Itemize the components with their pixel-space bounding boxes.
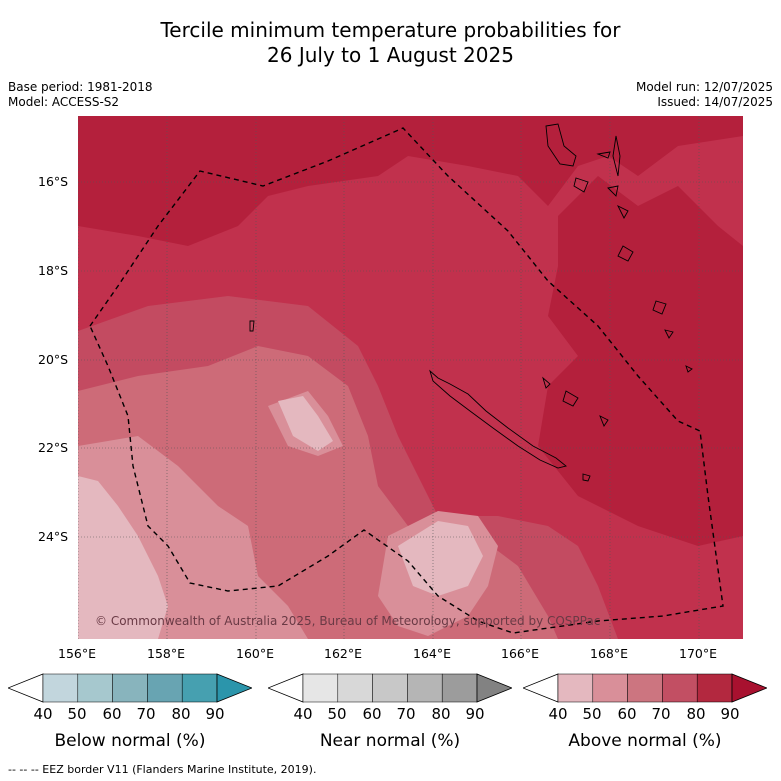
meta-right: Model run: 12/07/2025 Issued: 14/07/2025: [636, 80, 773, 110]
probability-map: [78, 116, 743, 639]
lat-label-20: 20°S: [38, 352, 69, 367]
lon-label-160: 160°E: [236, 646, 275, 661]
legend-label-below: Below normal (%): [54, 731, 206, 751]
band-40-50-west: [78, 476, 168, 639]
small-islands: [249, 300, 693, 482]
model-run-text: Model run: 12/07/2025: [635, 80, 773, 94]
colorbar-lower-arrow: [268, 673, 304, 703]
tick-label: 50: [582, 705, 602, 723]
new-caledonia-coast: [429, 369, 567, 469]
tick-label: 70: [396, 705, 416, 723]
tick-label: 70: [136, 705, 156, 723]
lon-label-168: 168°E: [590, 646, 629, 661]
eez-border: [89, 127, 724, 634]
band-40-50-center: [278, 396, 333, 451]
lon-label-156: 156°E: [58, 646, 97, 661]
tick-label: 40: [548, 705, 568, 723]
legend-label-near: Near normal (%): [319, 731, 461, 751]
colorbar-segment: [696, 673, 733, 703]
colorbar-segment: [337, 673, 373, 703]
colorbar-segment: [147, 673, 183, 703]
coastlines: [249, 123, 693, 482]
band-80-90-east: [538, 176, 743, 546]
colorbar-above: [523, 673, 767, 703]
lon-label-170: 170°E: [679, 646, 718, 661]
meta-left: Base period: 1981-2018 Model: ACCESS-S2: [8, 80, 153, 110]
colorbar-segment: [627, 673, 663, 703]
colorbar-segment: [42, 673, 79, 703]
lon-label-158: 158°E: [147, 646, 186, 661]
issued-text: Issued: 14/07/2025: [657, 95, 773, 109]
colorbar-segment: [557, 673, 594, 703]
lat-label-22: 22°S: [38, 440, 69, 455]
band-40-50-south: [398, 521, 483, 596]
tick-label: 50: [67, 705, 87, 723]
tick-label: 80: [171, 705, 191, 723]
copyright-credit: © Commonwealth of Australia 2025, Bureau…: [95, 614, 601, 628]
colorbar-lower-arrow: [8, 673, 44, 703]
lat-label-18: 18°S: [38, 263, 69, 278]
tick-label: 60: [362, 705, 382, 723]
map-title: Tercile minimum temperature probabilitie…: [0, 18, 781, 68]
vanuatu-islands: [573, 135, 634, 262]
band-80-90-north: [78, 116, 743, 246]
colorbar-below: [8, 673, 252, 703]
tick-label: 60: [617, 705, 637, 723]
lat-label-24: 24°S: [38, 529, 69, 544]
tick-label: 60: [102, 705, 122, 723]
colorbar-lower-arrow: [523, 673, 559, 703]
colorbar-upper-arrow: [216, 673, 252, 703]
colorbar-segment: [112, 673, 148, 703]
loyalty-islands: [542, 376, 609, 427]
tick-label: 50: [327, 705, 347, 723]
legend-label-above: Above normal (%): [568, 731, 722, 751]
colorbar-segment: [407, 673, 443, 703]
tick-label: 40: [33, 705, 53, 723]
lon-label-166: 166°E: [501, 646, 540, 661]
graticule: [78, 116, 743, 639]
colorbar-segment: [441, 673, 478, 703]
tick-label: 90: [720, 705, 740, 723]
lon-label-162: 162°E: [324, 646, 363, 661]
vanuatu-north: [545, 123, 577, 167]
title-line-2: 26 July to 1 August 2025: [267, 43, 514, 67]
eez-footnote: -- -- -- EEZ border V11 (Flanders Marine…: [8, 763, 317, 776]
tick-label: 40: [293, 705, 313, 723]
colorbar-segment: [592, 673, 628, 703]
base-period-text: Base period: 1981-2018: [8, 80, 153, 94]
model-text: Model: ACCESS-S2: [8, 95, 120, 109]
lon-label-164: 164°E: [413, 646, 452, 661]
tick-label: 80: [686, 705, 706, 723]
tick-label: 80: [431, 705, 451, 723]
colorbar-segment: [302, 673, 339, 703]
tick-label: 90: [465, 705, 485, 723]
title-line-1: Tercile minimum temperature probabilitie…: [160, 18, 621, 42]
colorbar-upper-arrow: [476, 673, 512, 703]
colorbar-segment: [181, 673, 218, 703]
colorbar-segment: [77, 673, 113, 703]
colorbar-segment: [372, 673, 408, 703]
colorbar-segment: [662, 673, 698, 703]
colorbar-upper-arrow: [731, 673, 767, 703]
tick-label: 90: [205, 705, 225, 723]
lat-label-16: 16°S: [38, 174, 69, 189]
colorbar-near: [268, 673, 512, 703]
tick-label: 70: [651, 705, 671, 723]
